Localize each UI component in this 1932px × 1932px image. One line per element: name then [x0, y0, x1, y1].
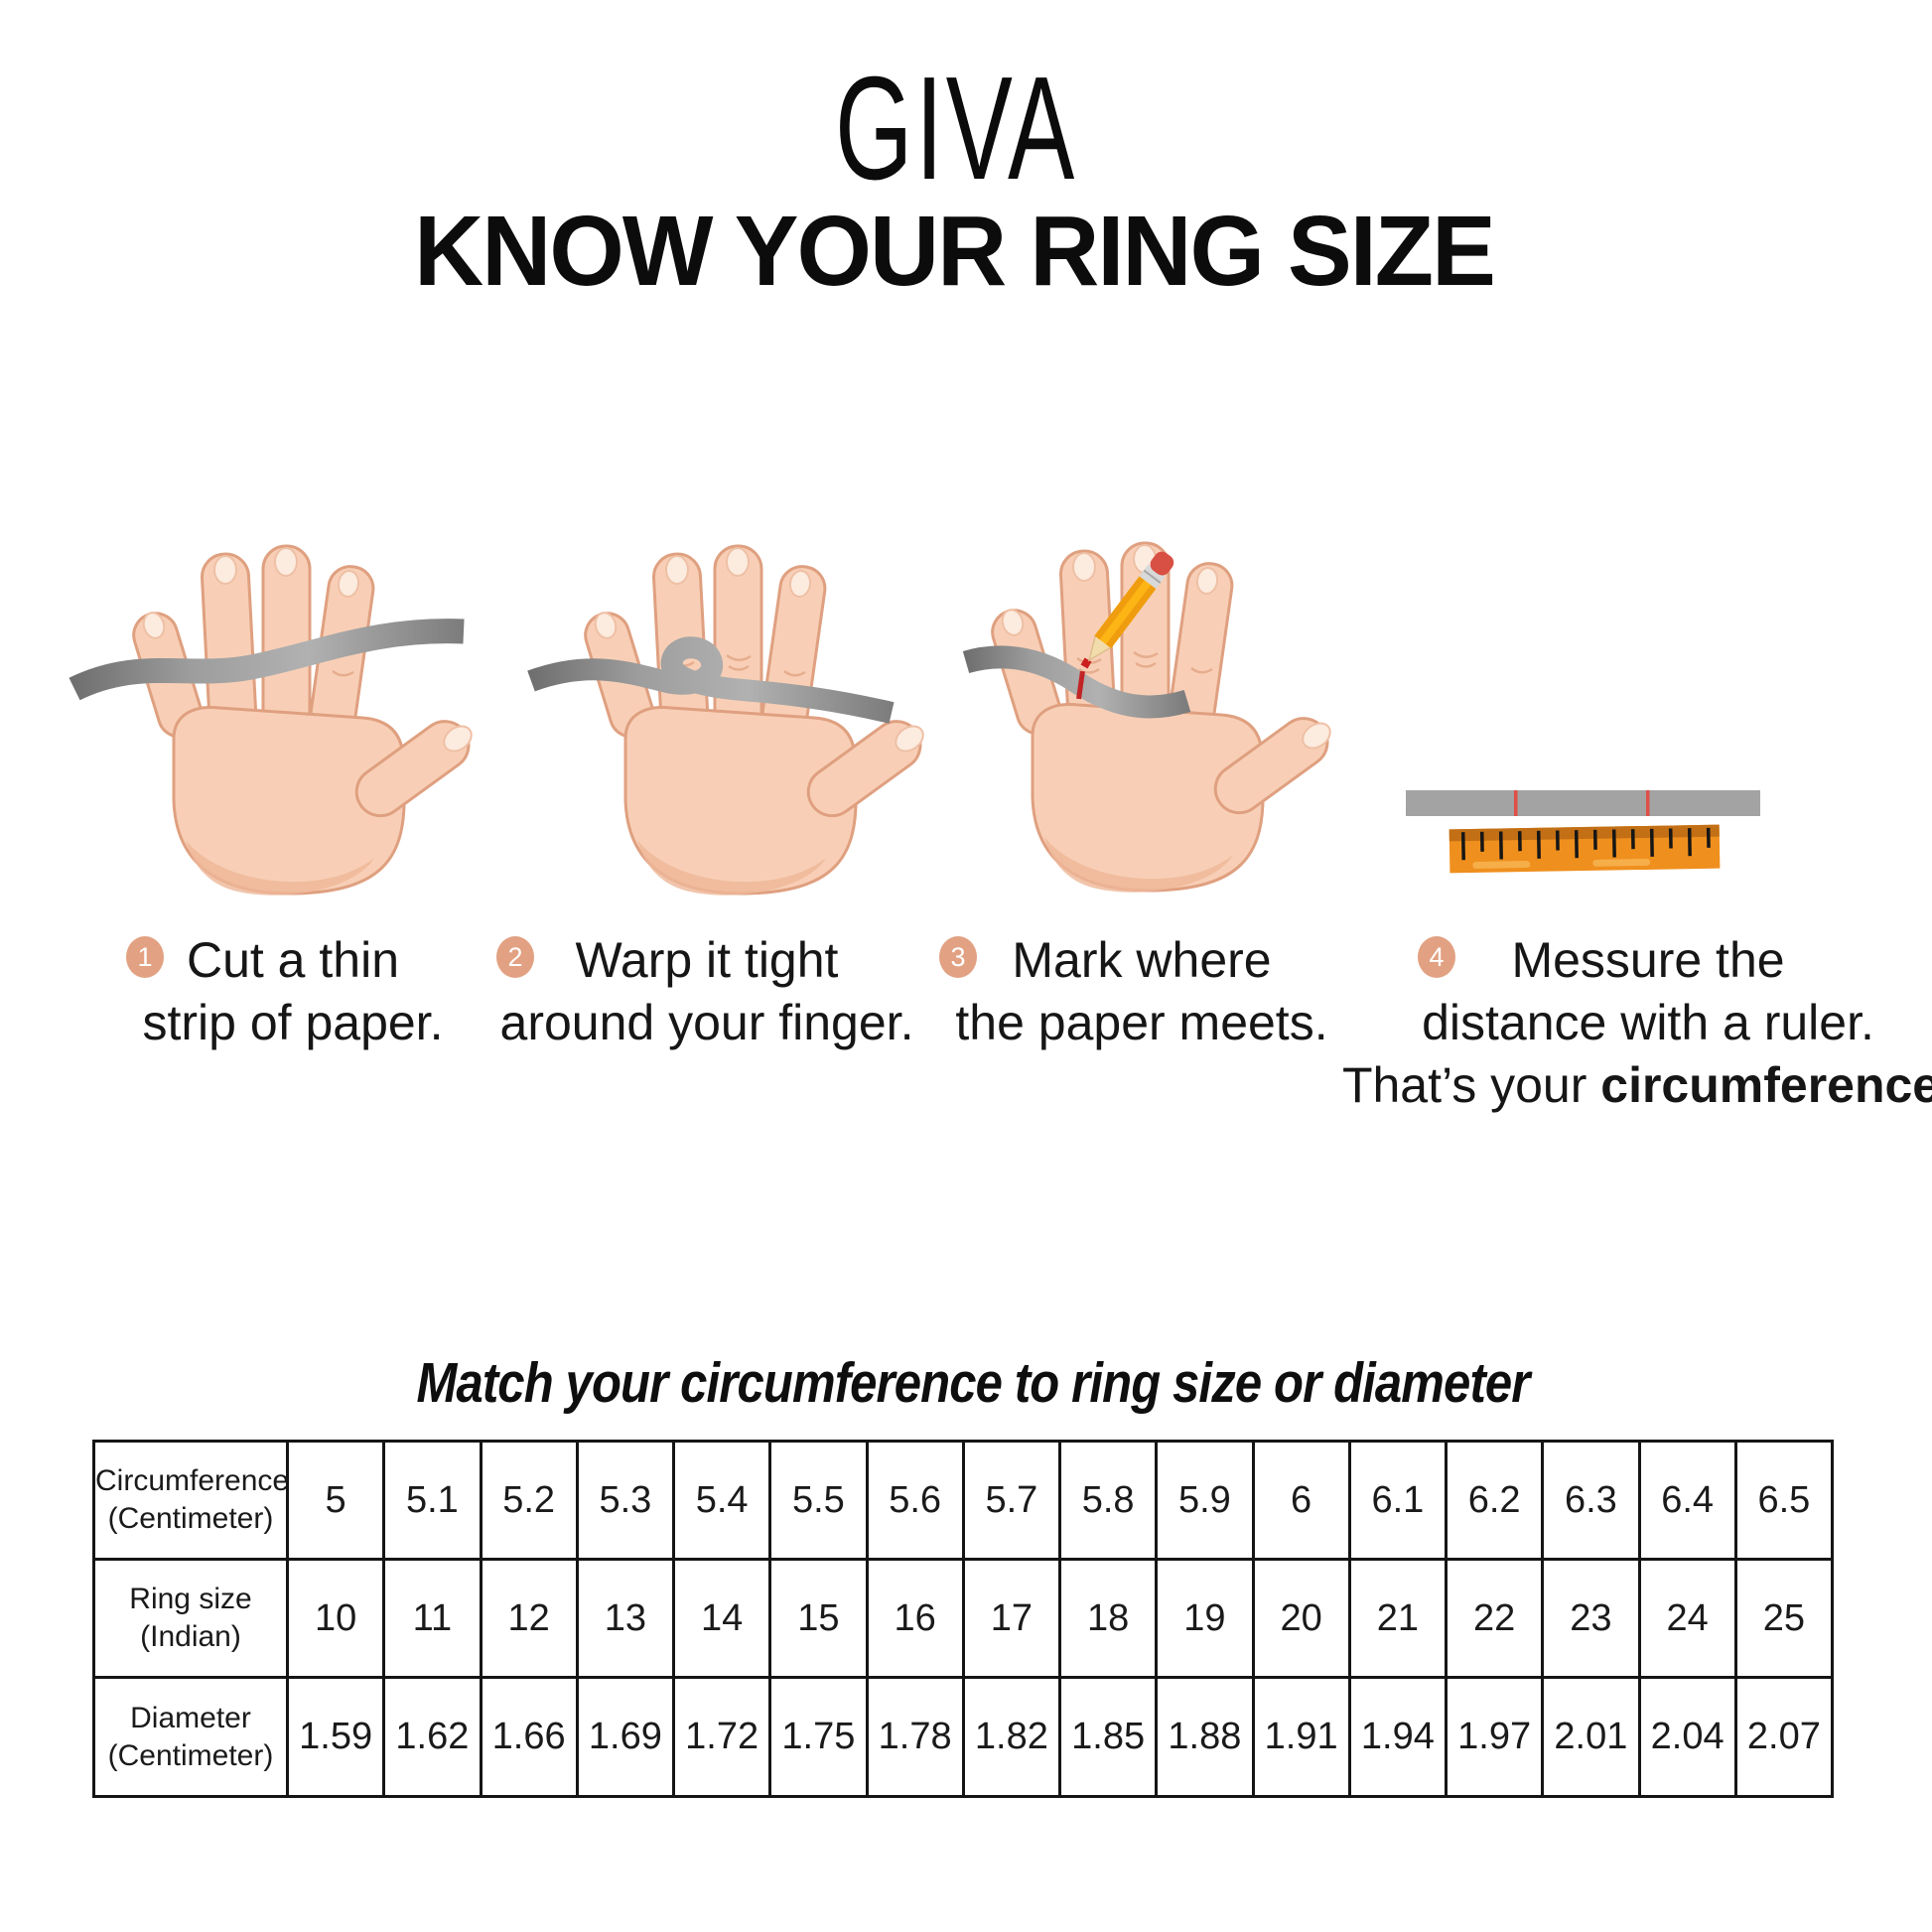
table-cell: 2.04 — [1637, 1676, 1737, 1798]
table-cell: 21 — [1347, 1558, 1449, 1679]
red-mark-left — [1514, 790, 1518, 816]
table-cell: 6.1 — [1347, 1440, 1449, 1561]
table-cell: 1.59 — [285, 1676, 386, 1798]
table-cell: 23 — [1541, 1558, 1641, 1679]
table-cell: 24 — [1637, 1558, 1737, 1679]
red-mark-on-strip — [1076, 670, 1085, 700]
paper-strip-icon — [527, 636, 895, 724]
ruler-icon — [1449, 824, 1721, 874]
table-cell: 5.4 — [671, 1440, 772, 1561]
pencil-icon — [1087, 551, 1174, 662]
table-cell: 13 — [575, 1558, 676, 1679]
ruler-illustration — [1406, 790, 1760, 874]
table-cell: 25 — [1733, 1558, 1835, 1679]
table-cell: 1.78 — [865, 1676, 965, 1798]
table-cell: 1.69 — [575, 1676, 676, 1798]
step-1-line-1: Cut a thin — [186, 932, 399, 988]
table-cell: 16 — [865, 1558, 965, 1679]
paper-strip-icon — [1406, 790, 1760, 816]
row-header-circumference: Circumference (Centimeter) — [92, 1440, 289, 1561]
table-cell: 14 — [671, 1558, 772, 1679]
step-2: 2 Warp it tight around your finger. — [409, 929, 1005, 1054]
step-2-line-1: Warp it tight — [575, 932, 839, 988]
step-3: 3 Mark where the paper meets. — [844, 929, 1440, 1054]
table-cell: 2.07 — [1733, 1676, 1835, 1798]
table-cell: 15 — [768, 1558, 869, 1679]
red-mark-right — [1646, 790, 1650, 816]
table-cell: 11 — [382, 1558, 483, 1679]
table-cell: 17 — [961, 1558, 1062, 1679]
step-4: 4 Messure the distance with a ruler. Tha… — [1330, 929, 1932, 1117]
table-cell: 1.72 — [671, 1676, 772, 1798]
table-row-ring-size: Ring size (Indian) 10 11 12 13 14 15 16 1… — [92, 1558, 1835, 1679]
table-cell: 19 — [1155, 1558, 1255, 1679]
table-cell: 10 — [285, 1558, 386, 1679]
table-cell: 12 — [479, 1558, 579, 1679]
step-3-number-badge: 3 — [939, 936, 977, 978]
table-cell: 6.2 — [1444, 1440, 1545, 1561]
table-cell: 6.5 — [1733, 1440, 1835, 1561]
paper-strip-icon — [962, 645, 1191, 719]
step-1-line-2: strip of paper. — [142, 995, 444, 1050]
table-cell: 20 — [1251, 1558, 1351, 1679]
step-4-number-badge: 4 — [1418, 936, 1455, 978]
table-cell: 1.97 — [1444, 1676, 1545, 1798]
paper-strip-icon — [69, 619, 465, 701]
table-cell: 5.6 — [865, 1440, 965, 1561]
table-heading: Match your circumference to ring size or… — [416, 1351, 1530, 1415]
hand-step2-illustration — [527, 544, 931, 897]
hand-step1-illustration — [69, 544, 480, 897]
row-header-ring-size: Ring size (Indian) — [92, 1558, 289, 1679]
table-cell: 1.66 — [479, 1676, 579, 1798]
table-cell: 1.75 — [768, 1676, 869, 1798]
table-cell: 22 — [1444, 1558, 1545, 1679]
table-cell: 1.88 — [1155, 1676, 1255, 1798]
table-row-diameter: Diameter (Centimeter) 1.59 1.62 1.66 1.69… — [92, 1676, 1835, 1798]
table-row-circumference: Circumference (Centimeter) 5 5.1 5.2 5.3 … — [92, 1440, 1835, 1561]
step-4-line-1: Messure the — [1511, 932, 1785, 988]
table-cell: 1.85 — [1057, 1676, 1159, 1798]
table-cell: 5.1 — [382, 1440, 483, 1561]
table-cell: 1.91 — [1251, 1676, 1351, 1798]
table-cell: 5.3 — [575, 1440, 676, 1561]
table-cell: 6.3 — [1541, 1440, 1641, 1561]
table-cell: 6.4 — [1637, 1440, 1737, 1561]
step-3-line-1: Mark where — [1012, 932, 1272, 988]
table-cell: 1.94 — [1347, 1676, 1449, 1798]
page-title: KNOW YOUR RING SIZE — [414, 196, 1496, 307]
step-2-line-2: around your finger. — [499, 995, 914, 1050]
step-1: 1 Cut a thin strip of paper. — [0, 929, 591, 1054]
step-1-number-badge: 1 — [126, 936, 164, 978]
brand-logo: GIVA — [835, 47, 1077, 210]
ring-size-table: Circumference (Centimeter) 5 5.1 5.2 5.3 … — [92, 1440, 1835, 1798]
circumference-emphasis: circumference — [1600, 1057, 1932, 1113]
hand-step3-illustration — [962, 541, 1338, 895]
row-header-diameter: Diameter (Centimeter) — [92, 1676, 289, 1798]
step-2-number-badge: 2 — [496, 936, 534, 978]
table-cell: 5.8 — [1057, 1440, 1159, 1561]
table-cell: 6 — [1251, 1440, 1351, 1561]
step-3-line-2: the paper meets. — [955, 995, 1328, 1050]
table-cell: 2.01 — [1541, 1676, 1641, 1798]
step-4-line-2: distance with a ruler. — [1422, 995, 1874, 1050]
table-cell: 5.5 — [768, 1440, 869, 1561]
table-cell: 1.82 — [961, 1676, 1062, 1798]
table-cell: 18 — [1057, 1558, 1159, 1679]
table-cell: 5.9 — [1155, 1440, 1255, 1561]
table-cell: 5 — [285, 1440, 386, 1561]
step-4-line-3: That’s your circumference. — [1330, 1054, 1932, 1117]
table-cell: 5.2 — [479, 1440, 579, 1561]
table-cell: 1.62 — [382, 1676, 483, 1798]
table-cell: 5.7 — [961, 1440, 1062, 1561]
